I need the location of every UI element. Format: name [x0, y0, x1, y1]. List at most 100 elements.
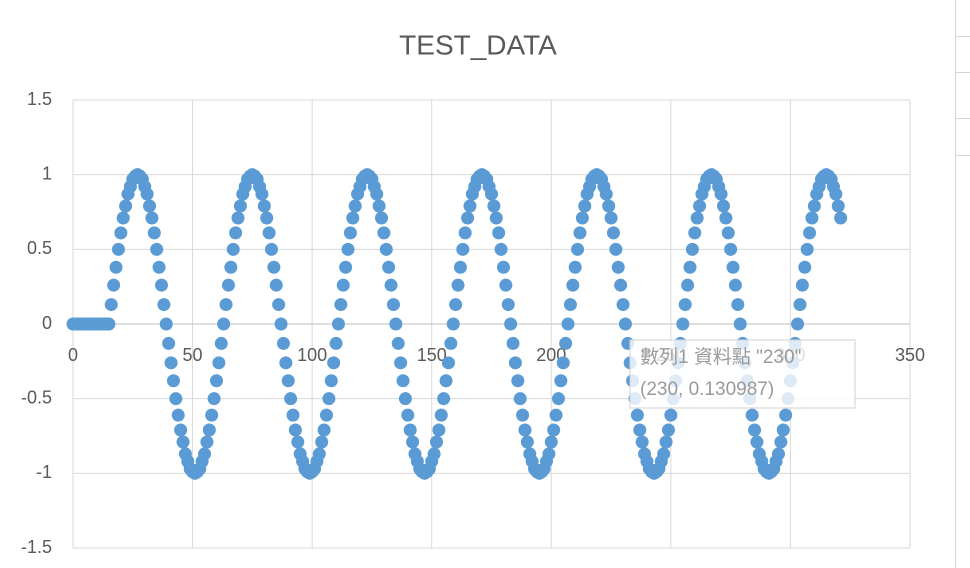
- x-tick-label: 150: [417, 345, 447, 365]
- point: [107, 278, 121, 292]
- point: [559, 336, 573, 350]
- point: [566, 278, 580, 292]
- point: [441, 356, 455, 370]
- point: [217, 317, 231, 331]
- point: [487, 199, 501, 213]
- point: [329, 336, 343, 350]
- point: [327, 356, 341, 370]
- point: [716, 199, 730, 213]
- point: [511, 374, 525, 388]
- chart-title: TEST_DATA: [399, 29, 557, 60]
- point: [143, 199, 157, 213]
- point: [489, 211, 503, 225]
- point: [174, 423, 188, 437]
- point: [257, 199, 271, 213]
- point: [154, 278, 168, 292]
- point: [370, 187, 384, 201]
- point: [504, 317, 518, 331]
- point: [439, 374, 453, 388]
- point: [485, 187, 498, 201]
- tooltip: 數列1 資料點 "230" (230, 0.130987): [629, 339, 856, 409]
- point: [513, 392, 527, 406]
- point: [109, 260, 123, 274]
- point: [264, 242, 278, 256]
- point: [508, 356, 522, 370]
- y-tick-label: -1: [36, 462, 52, 482]
- y-tick-label: -1.5: [21, 537, 52, 557]
- point: [116, 211, 130, 225]
- point: [379, 242, 393, 256]
- point: [339, 260, 353, 274]
- point: [731, 298, 745, 312]
- point: [456, 242, 470, 256]
- point: [563, 298, 577, 312]
- point: [728, 278, 742, 292]
- point: [518, 423, 532, 437]
- point: [748, 423, 762, 437]
- point: [795, 278, 809, 292]
- point: [319, 408, 333, 422]
- point: [334, 298, 348, 312]
- point: [384, 278, 398, 292]
- point: [829, 187, 843, 201]
- point: [391, 336, 405, 350]
- point: [437, 392, 451, 406]
- y-tick-label: 1.5: [27, 89, 52, 109]
- point: [834, 211, 848, 225]
- point: [288, 423, 302, 437]
- point: [693, 199, 707, 213]
- point: [429, 435, 443, 449]
- point: [169, 392, 183, 406]
- point: [104, 298, 118, 312]
- point: [685, 242, 699, 256]
- point: [209, 374, 223, 388]
- point: [549, 408, 563, 422]
- point: [231, 211, 245, 225]
- point: [676, 317, 690, 331]
- point: [272, 298, 286, 312]
- point: [831, 199, 845, 213]
- point: [150, 242, 164, 256]
- point: [434, 408, 448, 422]
- point: [678, 298, 692, 312]
- point: [157, 298, 171, 312]
- point: [312, 447, 326, 461]
- y-tick-label: 1: [42, 163, 52, 183]
- point: [609, 242, 623, 256]
- point: [492, 226, 506, 240]
- point: [719, 211, 733, 225]
- point: [599, 187, 613, 201]
- point: [166, 374, 180, 388]
- point: [394, 356, 408, 370]
- point: [386, 298, 400, 312]
- point: [721, 226, 735, 240]
- point: [771, 447, 785, 461]
- x-tick-label: 50: [183, 345, 203, 365]
- point: [152, 260, 166, 274]
- point: [205, 408, 219, 422]
- point: [496, 260, 510, 274]
- point: [776, 423, 790, 437]
- point: [561, 317, 575, 331]
- x-tick-label: 350: [895, 345, 925, 365]
- point: [284, 392, 298, 406]
- point: [573, 226, 587, 240]
- point: [159, 317, 173, 331]
- point: [714, 187, 728, 201]
- point: [406, 435, 420, 449]
- point: [661, 423, 675, 437]
- point: [164, 356, 178, 370]
- point: [322, 392, 336, 406]
- tooltip-box: [629, 339, 856, 409]
- point: [317, 423, 331, 437]
- point: [140, 187, 154, 201]
- point: [547, 423, 561, 437]
- point: [571, 242, 585, 256]
- point: [343, 226, 357, 240]
- point: [382, 260, 396, 274]
- point: [798, 260, 812, 274]
- point: [568, 260, 582, 274]
